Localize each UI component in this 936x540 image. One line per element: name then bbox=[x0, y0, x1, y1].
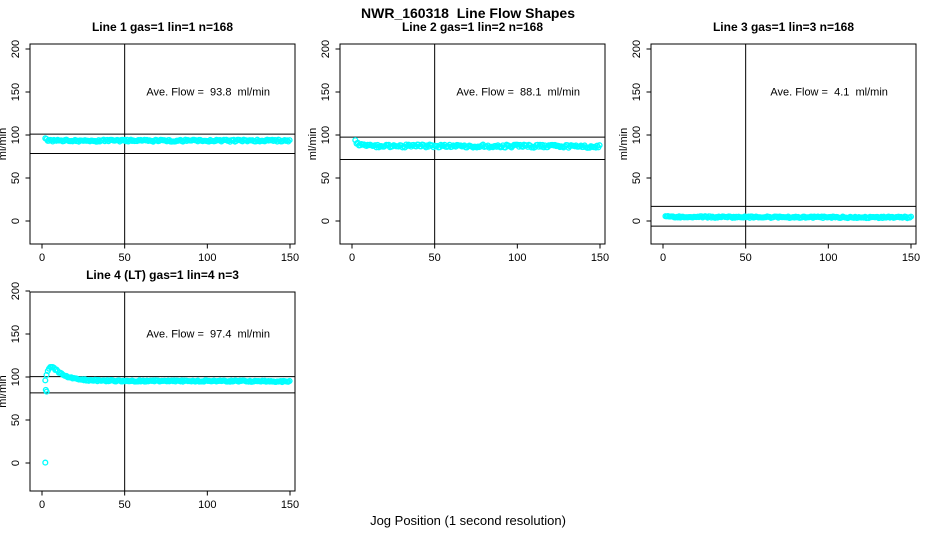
x-tick-label: 0 bbox=[39, 499, 45, 511]
data-points bbox=[42, 363, 293, 466]
y-tick-label: 150 bbox=[10, 83, 22, 101]
plot-area: Ave. Flow = 4.1 ml/min 0 50 100 150 0 50 100 150… bbox=[618, 40, 920, 264]
y-tick-label: 100 bbox=[631, 126, 643, 144]
x-tick-label: 150 bbox=[902, 252, 920, 264]
panel-title-line-4: Line 4 (LT) gas=1 lin=4 n=3 bbox=[86, 268, 239, 282]
data-points bbox=[352, 137, 603, 151]
y-tick-label: 100 bbox=[10, 368, 22, 386]
y-tick-label: 50 bbox=[320, 172, 332, 184]
y-tick-label: 200 bbox=[10, 40, 22, 58]
x-axis-ticks: 0 50 100 150 bbox=[660, 244, 920, 264]
y-tick-label: 100 bbox=[10, 126, 22, 144]
y-axis-label: ml/min bbox=[0, 375, 9, 407]
y-axis-label: ml/min bbox=[307, 128, 319, 160]
x-tick-label: 100 bbox=[508, 252, 526, 264]
y-tick-label: 200 bbox=[320, 40, 332, 58]
plot-box bbox=[29, 291, 296, 492]
figure-title: NWR_160318 Line Flow Shapes bbox=[361, 5, 575, 21]
y-axis-label: ml/min bbox=[0, 128, 9, 160]
panel-line-4: Line 4 (LT) gas=1 lin=4 n=3 Ave. Flow = … bbox=[0, 266, 307, 515]
y-tick-label: 200 bbox=[631, 40, 643, 58]
y-axis-label: ml/min bbox=[618, 128, 630, 160]
y-tick-label: 0 bbox=[320, 218, 332, 224]
plot-area: Ave. Flow = 93.8 ml/min 0 50 100 150 0 50 100 15… bbox=[0, 40, 299, 264]
ave-flow-label: Ave. Flow = 88.1 ml/min bbox=[456, 86, 580, 98]
panel-title-line-2: Line 2 gas=1 lin=2 n=168 bbox=[401, 20, 544, 34]
y-tick-label: 150 bbox=[631, 83, 643, 101]
y-tick-label: 50 bbox=[10, 414, 22, 426]
x-tick-label: 100 bbox=[198, 499, 216, 511]
x-tick-label: 150 bbox=[281, 499, 299, 511]
x-axis-label: Jog Position (1 second resolution) bbox=[370, 513, 566, 528]
ave-flow-label: Ave. Flow = 97.4 ml/min bbox=[146, 328, 270, 340]
x-axis-ticks: 0 50 100 150 bbox=[349, 244, 609, 264]
x-tick-label: 0 bbox=[349, 252, 355, 264]
ave-flow-label: Ave. Flow = 93.8 ml/min bbox=[146, 86, 270, 98]
x-tick-label: 50 bbox=[119, 499, 131, 511]
y-tick-label: 200 bbox=[10, 282, 22, 300]
x-axis-ticks: 0 50 100 150 bbox=[39, 244, 299, 264]
x-tick-label: 0 bbox=[660, 252, 666, 264]
plot-box bbox=[339, 43, 606, 245]
y-tick-label: 50 bbox=[10, 172, 22, 184]
panel-title-line-3: Line 3 gas=1 lin=3 n=168 bbox=[712, 20, 855, 34]
x-tick-label: 100 bbox=[819, 252, 837, 264]
x-tick-label: 50 bbox=[119, 252, 131, 264]
plot-area: Ave. Flow = 97.4 ml/min 0 50 100 150 0 50 100 15… bbox=[0, 282, 299, 511]
data-points bbox=[42, 135, 293, 145]
y-tick-label: 0 bbox=[631, 218, 643, 224]
y-tick-label: 50 bbox=[631, 172, 643, 184]
x-tick-label: 0 bbox=[39, 252, 45, 264]
x-tick-label: 150 bbox=[591, 252, 609, 264]
plot-box bbox=[650, 43, 917, 245]
data-points bbox=[662, 213, 915, 222]
y-axis-ticks: 0 50 100 150 200 bbox=[320, 40, 340, 224]
x-tick-label: 150 bbox=[281, 252, 299, 264]
panel-line-3: Line 3 gas=1 lin=3 n=168 Ave. Flow = 4.1… bbox=[618, 18, 928, 268]
y-tick-label: 150 bbox=[320, 83, 332, 101]
x-axis-ticks: 0 50 100 150 bbox=[39, 491, 299, 511]
panel-title-line-1: Line 1 gas=1 lin=1 n=168 bbox=[91, 20, 234, 34]
y-tick-label: 100 bbox=[320, 126, 332, 144]
x-tick-label: 50 bbox=[429, 252, 441, 264]
x-tick-label: 100 bbox=[198, 252, 216, 264]
y-axis-ticks: 0 50 100 150 200 bbox=[10, 282, 30, 466]
x-tick-label: 50 bbox=[740, 252, 752, 264]
plot-area: Ave. Flow = 88.1 ml/min 0 50 100 150 0 50 100 15… bbox=[307, 40, 609, 264]
y-axis-ticks: 0 50 100 150 200 bbox=[10, 40, 30, 224]
y-tick-label: 150 bbox=[10, 325, 22, 343]
y-axis-ticks: 0 50 100 150 200 bbox=[631, 40, 651, 224]
y-tick-label: 0 bbox=[10, 460, 22, 466]
plot-box bbox=[29, 43, 296, 245]
panel-line-2: Line 2 gas=1 lin=2 n=168 Ave. Flow = 88.… bbox=[307, 18, 617, 268]
panel-line-1: Line 1 gas=1 lin=1 n=168 Ave. Flow = 93.… bbox=[0, 18, 307, 268]
y-tick-label: 0 bbox=[10, 218, 22, 224]
ave-flow-label: Ave. Flow = 4.1 ml/min bbox=[770, 86, 887, 98]
